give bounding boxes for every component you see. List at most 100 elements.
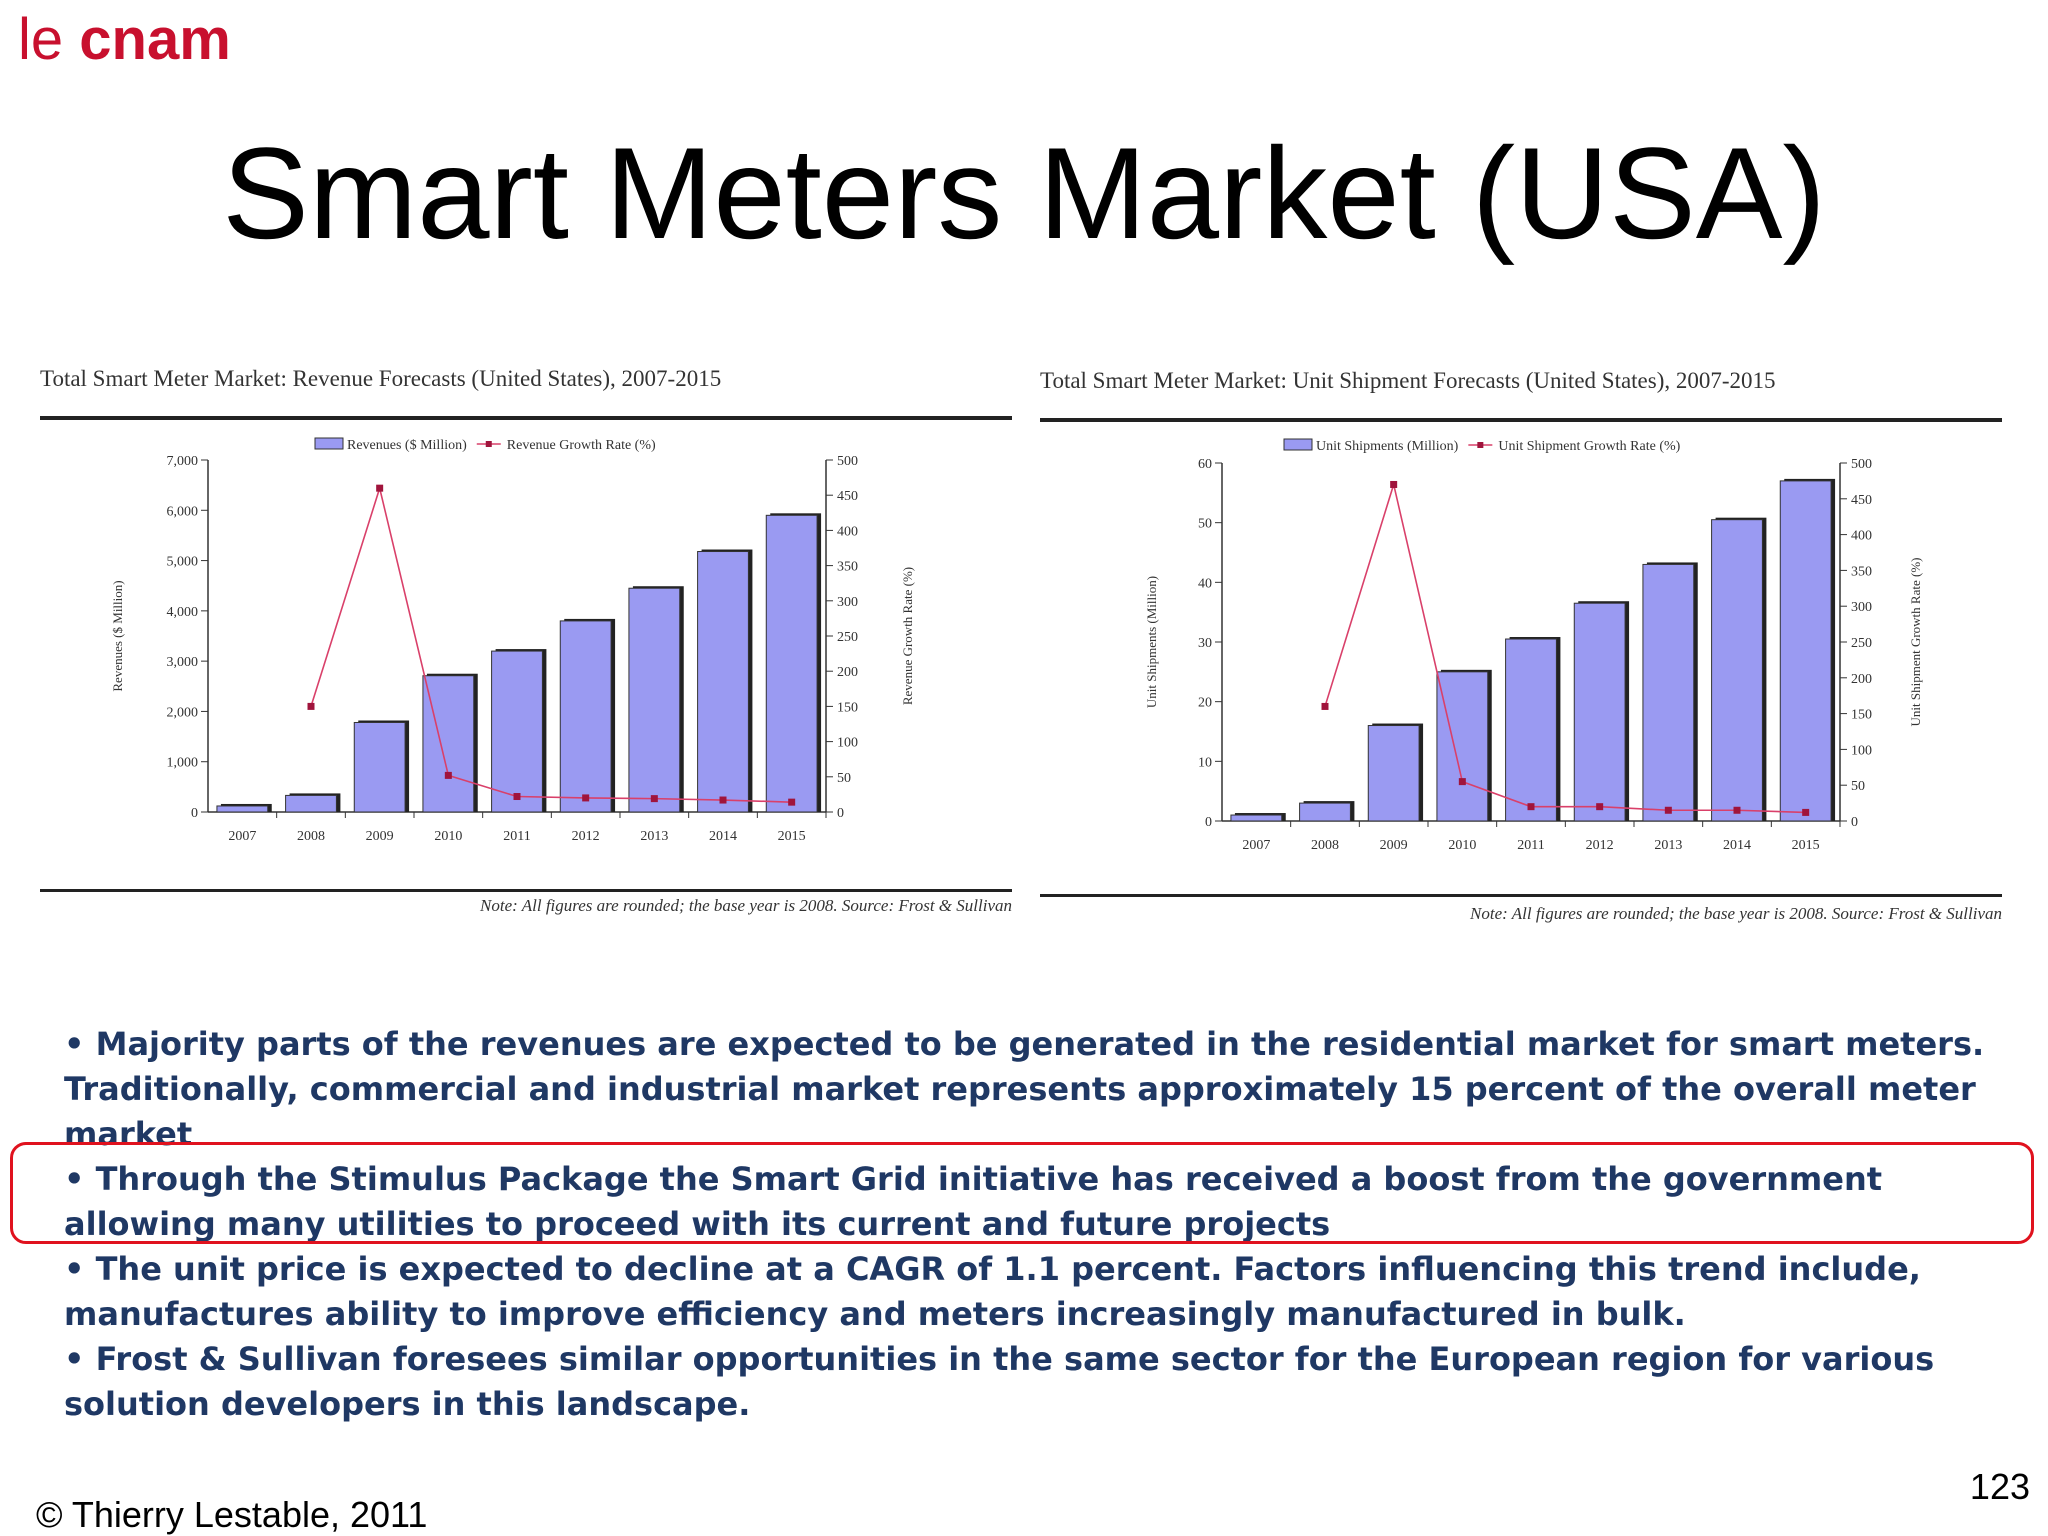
y-tick-label: 1,000 (167, 756, 199, 771)
legend-bar-label: Unit Shipments (Million) (1316, 439, 1459, 454)
growth-rate-point (1664, 806, 1672, 814)
x-tick-label: 2009 (366, 829, 394, 844)
x-tick-label: 2014 (1723, 838, 1751, 853)
growth-rate-point (582, 794, 590, 802)
revenue-chart-panel: Total Smart Meter Market: Revenue Foreca… (40, 366, 1012, 926)
y2-tick-label: 450 (1851, 493, 1872, 508)
x-tick-label: 2007 (1242, 838, 1270, 853)
growth-rate-point (1733, 806, 1741, 814)
y-tick-label: 10 (1198, 755, 1212, 770)
y-tick-label: 2,000 (167, 705, 199, 720)
y2-tick-label: 500 (1851, 457, 1872, 472)
growth-rate-point (1458, 778, 1466, 786)
y2-tick-label: 300 (1851, 600, 1872, 615)
bullet-item: • Majority parts of the revenues are exp… (64, 1025, 1985, 1153)
y2-axis-title: Revenue Growth Rate (%) (900, 567, 915, 705)
bar (1642, 563, 1695, 822)
bar (697, 551, 749, 813)
x-tick-label: 2010 (434, 829, 462, 844)
chart-title: Total Smart Meter Market: Unit Shipment … (1040, 368, 1776, 393)
bullet-item: • Frost & Sullivan foresees similar oppo… (64, 1340, 1935, 1423)
x-tick-label: 2015 (778, 829, 806, 844)
growth-rate-point (1390, 480, 1398, 488)
y2-tick-label: 50 (1851, 779, 1865, 794)
legend-line-marker (485, 441, 492, 447)
x-tick-label: 2015 (1792, 838, 1820, 853)
x-tick-label: 2007 (228, 829, 256, 844)
bar (1573, 602, 1626, 822)
y-tick-label: 40 (1198, 576, 1212, 591)
y-tick-label: 6,000 (167, 504, 199, 519)
growth-rate-point (1802, 808, 1810, 816)
y2-tick-label: 500 (837, 454, 858, 469)
y2-tick-label: 200 (837, 665, 858, 680)
legend-line-marker (1477, 442, 1484, 448)
growth-rate-point (444, 771, 452, 779)
bullet-list: • Majority parts of the revenues are exp… (64, 1022, 2004, 1427)
y-tick-label: 0 (191, 806, 198, 821)
legend-bar-swatch (314, 437, 344, 450)
y-tick-label: 60 (1198, 457, 1212, 472)
y2-tick-label: 450 (837, 489, 858, 504)
y-axis-title: Unit Shipments (Million) (1144, 576, 1159, 708)
y-axis-title: Revenues ($ Million) (110, 580, 125, 691)
growth-rate-point (1596, 803, 1604, 811)
legend-line-label: Revenue Growth Rate (%) (507, 438, 656, 453)
y2-tick-label: 150 (1851, 708, 1872, 723)
bar (1779, 480, 1832, 822)
y2-tick-label: 400 (1851, 529, 1872, 544)
bar (285, 794, 337, 813)
x-tick-label: 2014 (709, 829, 737, 844)
bar (353, 721, 406, 813)
x-tick-label: 2013 (640, 829, 668, 844)
growth-rate-line (310, 485, 792, 803)
cnam-logo: le cnam (18, 7, 231, 72)
growth-rate-point (307, 702, 315, 710)
x-tick-label: 2013 (1654, 838, 1682, 853)
growth-rate-line (1324, 481, 1806, 814)
y-tick-label: 4,000 (167, 605, 199, 620)
highlight-box (10, 1142, 2034, 1244)
x-tick-label: 2008 (297, 829, 325, 844)
growth-rate-point (513, 793, 521, 801)
y-tick-label: 50 (1198, 517, 1212, 532)
chart-top-rule (40, 416, 1012, 420)
bar (491, 650, 543, 813)
legend-bar-label: Revenues ($ Million) (347, 438, 467, 453)
bar (628, 587, 681, 813)
unit-shipment-chart: 0 10 20 30 40 50 60 0 50 100 150 200 250 300 350 400 450… (1144, 438, 1923, 853)
x-tick-label: 2009 (1380, 838, 1408, 853)
y2-tick-label: 150 (837, 700, 858, 715)
chart-top-rule (1040, 418, 2002, 422)
growth-rate-point (719, 796, 727, 804)
y-tick-label: 7,000 (167, 454, 199, 469)
y-tick-label: 3,000 (167, 655, 199, 670)
x-tick-label: 2012 (572, 829, 600, 844)
chart-title: Total Smart Meter Market: Revenue Foreca… (40, 366, 722, 391)
bar (765, 514, 818, 813)
growth-rate-point (788, 798, 796, 806)
chart-source-note: Note: All figures are rounded; the base … (480, 896, 1012, 915)
bar (216, 805, 269, 813)
legend-line-label: Unit Shipment Growth Rate (%) (1498, 439, 1680, 454)
chart-source-note: Note: All figures are rounded; the base … (1470, 904, 2002, 923)
slide-title: Smart Meters Market (USA) (222, 120, 1826, 266)
bar (1299, 802, 1351, 822)
x-tick-label: 2012 (1586, 838, 1614, 853)
bar (1367, 725, 1420, 822)
y-tick-label: 0 (1205, 815, 1212, 830)
growth-rate-point (650, 795, 658, 803)
y2-tick-label: 250 (1851, 636, 1872, 651)
x-tick-label: 2011 (1517, 838, 1544, 853)
y2-tick-label: 0 (1851, 815, 1858, 830)
chart-bottom-rule (1040, 894, 2002, 897)
y2-tick-label: 250 (837, 630, 858, 645)
revenue-chart: 0 1,000 2,000 3,000 4,000 5,000 6,000 7,000 0 50 1… (110, 437, 915, 844)
y-tick-label: 20 (1198, 696, 1212, 711)
legend-bar-swatch (1283, 438, 1313, 451)
y2-tick-label: 100 (837, 736, 858, 751)
y2-tick-label: 50 (837, 771, 851, 786)
x-tick-label: 2011 (503, 829, 530, 844)
page-number: 123 (1969, 1466, 2030, 1507)
bullet-item: • Through the Stimulus Package the Smart… (64, 1160, 1883, 1243)
